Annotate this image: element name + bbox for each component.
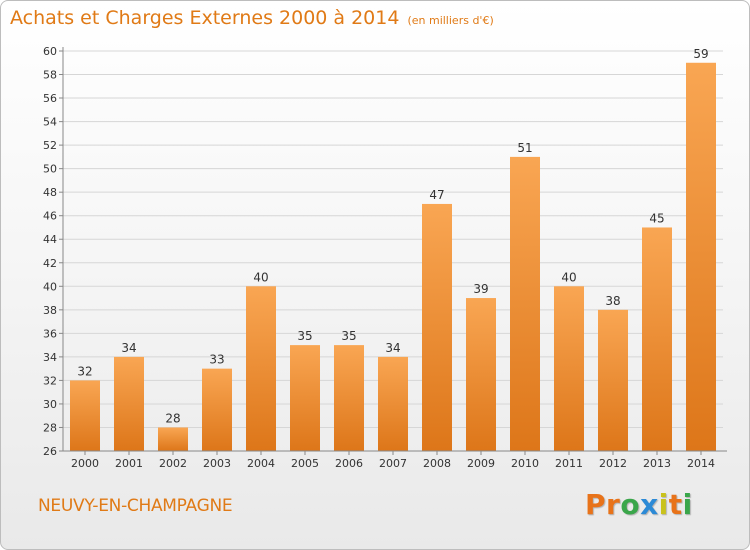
x-tick-label: 2009 <box>467 457 495 470</box>
y-tick-label: 36 <box>43 327 57 340</box>
bar-value-label: 35 <box>341 329 356 343</box>
y-tick-label: 58 <box>43 69 57 82</box>
proxiti-logo: Proxiti <box>585 488 693 521</box>
y-tick-label: 28 <box>43 421 57 434</box>
bar <box>114 356 144 451</box>
y-tick-label: 38 <box>43 304 57 317</box>
x-tick-label: 2001 <box>115 457 143 470</box>
bar <box>378 356 408 451</box>
x-tick-label: 2002 <box>159 457 187 470</box>
y-tick-label: 54 <box>43 116 57 129</box>
logo-letter: P <box>585 488 607 521</box>
bar-value-label: 40 <box>561 270 576 284</box>
y-tick-label: 50 <box>43 163 57 176</box>
x-tick-label: 2003 <box>203 457 231 470</box>
commune-name: NEUVY-EN-CHAMPAGNE <box>38 496 233 516</box>
bar-value-label: 39 <box>473 282 488 296</box>
logo-letter: o <box>620 488 641 521</box>
y-tick-label: 46 <box>43 210 57 223</box>
bar-value-label: 51 <box>517 141 532 155</box>
y-tick-label: 48 <box>43 186 57 199</box>
bar-value-label: 38 <box>605 294 620 308</box>
logo-letter: i <box>682 488 693 521</box>
x-tick-label: 2010 <box>511 457 539 470</box>
x-tick-label: 2014 <box>687 457 715 470</box>
bar-value-label: 35 <box>297 329 312 343</box>
x-tick-label: 2007 <box>379 457 407 470</box>
y-tick-label: 52 <box>43 139 57 152</box>
bar-value-label: 40 <box>253 270 268 284</box>
bar <box>422 203 452 451</box>
y-tick-label: 44 <box>43 233 57 246</box>
axes: 26 28 30 32 34 36 38 40 42 44 46 48 50 52 54 56 58 60 2000… <box>43 45 727 470</box>
logo-letter: r <box>606 488 621 521</box>
y-tick-label: 30 <box>43 398 57 411</box>
bar-value-label: 59 <box>693 47 708 61</box>
bar-value-label: 32 <box>77 364 92 378</box>
y-tick-label: 42 <box>43 257 57 270</box>
x-tick-label: 2013 <box>643 457 671 470</box>
bar <box>686 62 716 451</box>
y-tick-label: 40 <box>43 280 57 293</box>
chart-subtitle: (en milliers d'€) <box>407 14 494 27</box>
y-tick-label: 32 <box>43 374 57 387</box>
bar-value-label: 45 <box>649 211 664 225</box>
bar-value-label: 47 <box>429 188 444 202</box>
y-tick-label: 34 <box>43 351 57 364</box>
bar-value-label: 28 <box>165 411 180 425</box>
bar-value-label: 34 <box>121 341 136 355</box>
y-tick-label: 56 <box>43 92 57 105</box>
bar <box>202 368 232 451</box>
bar <box>554 286 584 451</box>
chart-title: Achats et Charges Externes 2000 à 2014 <box>10 7 400 29</box>
x-tick-label: 2012 <box>599 457 627 470</box>
y-tick-label: 60 <box>43 45 57 58</box>
bar <box>334 345 364 451</box>
x-tick-label: 2004 <box>247 457 275 470</box>
bar <box>158 427 188 451</box>
x-tick-label: 2005 <box>291 457 319 470</box>
bar <box>598 309 628 451</box>
bar <box>290 345 320 451</box>
bar-value-label: 33 <box>209 353 224 367</box>
bar <box>70 380 100 451</box>
bar-value-label: 34 <box>385 341 400 355</box>
bar <box>642 227 672 451</box>
x-tick-label: 2011 <box>555 457 583 470</box>
chart-title-block: Achats et Charges Externes 2000 à 2014 (e… <box>10 7 494 29</box>
x-tick-label: 2006 <box>335 457 363 470</box>
bar <box>510 156 540 451</box>
bar <box>466 298 496 451</box>
bars: 32 34 28 33 40 35 35 34 47 39 51 40 38 45 59 <box>70 47 716 451</box>
logo-letter: i <box>658 488 669 521</box>
logo-letter: x <box>640 488 659 521</box>
bar <box>246 286 276 451</box>
logo-letter: t <box>668 488 683 521</box>
y-tick-label: 26 <box>43 445 57 458</box>
x-tick-label: 2008 <box>423 457 451 470</box>
x-tick-label: 2000 <box>71 457 99 470</box>
